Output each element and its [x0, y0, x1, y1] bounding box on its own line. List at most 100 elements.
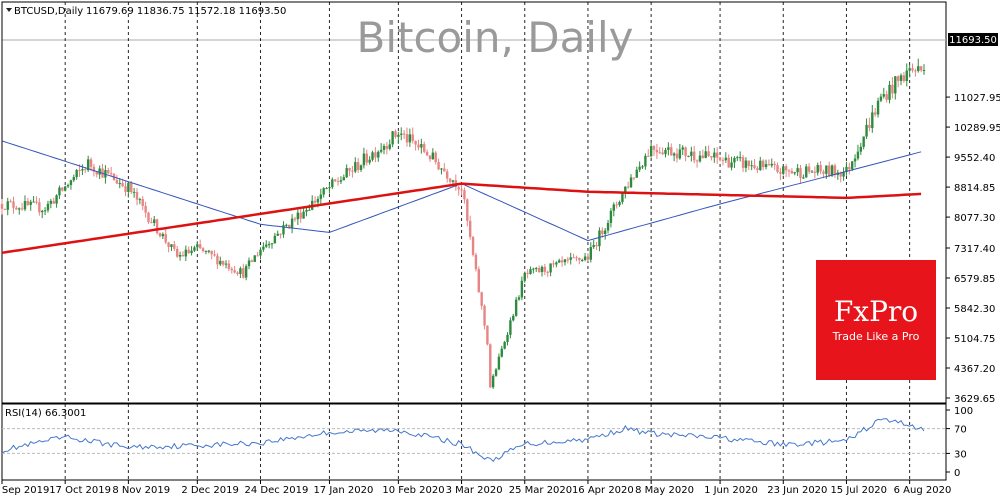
x-tick-label: 24 Dec 2019: [245, 485, 309, 496]
candle-body: [782, 166, 785, 174]
candle-body: [807, 166, 811, 172]
candle-body: [109, 173, 113, 175]
candle-body: [641, 166, 644, 168]
rsi-y-tick-label: 100: [954, 406, 973, 417]
candle-body: [89, 159, 93, 167]
candle-body: [354, 162, 357, 172]
candle-body: [167, 242, 170, 247]
candle-body: [385, 146, 389, 149]
candle-body: [147, 212, 150, 222]
candle-body: [612, 204, 615, 211]
candle-body: [400, 133, 403, 135]
rsi-y-tick-label: 0: [954, 468, 960, 479]
candle-body: [879, 96, 883, 101]
candle-body: [684, 147, 687, 157]
candle-body: [55, 195, 58, 204]
candle-body: [265, 244, 268, 247]
candle-body: [621, 192, 624, 203]
candle-body: [127, 182, 130, 192]
candle-body: [908, 68, 911, 71]
candle-body: [675, 153, 679, 159]
candle-body: [270, 243, 274, 245]
x-tick-label: 6 Aug 2020: [894, 485, 952, 496]
candle-body: [865, 124, 868, 137]
candle-body: [187, 249, 190, 254]
x-tick-label: 16 Apr 2020: [572, 485, 634, 496]
candle-body: [649, 146, 653, 157]
candle-body: [331, 179, 334, 188]
candle-body: [532, 268, 535, 270]
candle-body: [38, 202, 41, 213]
candle-body: [296, 212, 300, 220]
candle-body: [164, 234, 167, 243]
candle-body: [644, 155, 647, 167]
candle-body: [144, 205, 147, 213]
candle-body: [902, 75, 906, 82]
candle-body: [529, 269, 532, 274]
candle-body: [63, 186, 67, 191]
candle-body: [793, 172, 796, 174]
candle-body: [204, 250, 208, 252]
candle-body: [911, 68, 914, 71]
candle-body: [368, 159, 371, 163]
candle-body: [710, 156, 713, 158]
candle-body: [721, 159, 725, 161]
candle-body: [118, 183, 121, 185]
candle-body: [626, 186, 630, 188]
candle-body: [566, 259, 570, 261]
candle-body: [535, 268, 538, 270]
rsi-label: RSI(14) 66.3001: [5, 408, 86, 419]
dropdown-triangle-icon[interactable]: [6, 8, 12, 12]
candle-body: [276, 233, 279, 236]
candle-body: [853, 158, 857, 162]
candle-body: [727, 157, 730, 168]
candle-body: [833, 165, 837, 175]
logo-tagline: Trade Like a Pro: [832, 330, 920, 343]
candle-body: [98, 168, 101, 175]
candle-body: [356, 162, 360, 170]
candle-body: [244, 266, 248, 278]
vertical-gridlines: [1, 2, 911, 480]
candle-body: [802, 177, 805, 179]
candle-body: [379, 149, 383, 152]
candle-body: [787, 170, 791, 172]
candle-body: [701, 155, 705, 158]
candle-body: [161, 234, 165, 237]
rsi-panel: 100 70 30 0: [1, 406, 973, 479]
candle-body: [595, 245, 598, 247]
candle-body: [198, 244, 202, 249]
candle-body: [58, 187, 61, 196]
candle-body: [20, 208, 24, 210]
candle-body: [707, 151, 710, 157]
candle-body: [253, 255, 256, 262]
candle-body: [405, 134, 409, 143]
y-tick-label: 5104.75: [954, 334, 995, 345]
candle-body: [224, 263, 228, 265]
candle-body: [882, 94, 885, 97]
candle-body: [767, 164, 771, 166]
candle-body: [632, 177, 636, 179]
candle-body: [158, 233, 162, 237]
candle-body: [41, 210, 44, 213]
candle-body: [130, 182, 133, 193]
candle-body: [196, 244, 199, 248]
rsi-line: [1, 418, 925, 463]
candle-body: [267, 244, 271, 246]
candle-body: [135, 191, 139, 200]
candle-body: [394, 131, 397, 137]
candle-body: [371, 152, 374, 160]
candle-body: [408, 134, 412, 143]
candle-body: [885, 94, 888, 100]
logo-background: [816, 260, 936, 380]
candle-body: [236, 272, 239, 274]
candle-body: [471, 236, 475, 255]
candle-body: [756, 168, 759, 171]
fxpro-logo: FxPro Trade Like a Pro: [816, 260, 936, 380]
candle-body: [698, 155, 702, 162]
ohlc-values: 11679.69 11836.75 11572.18 11693.50: [86, 6, 286, 17]
candle-body: [635, 169, 638, 178]
candle-body: [560, 260, 564, 263]
candle-body: [282, 225, 285, 235]
candle-body: [494, 369, 498, 376]
candle-body: [790, 170, 794, 174]
